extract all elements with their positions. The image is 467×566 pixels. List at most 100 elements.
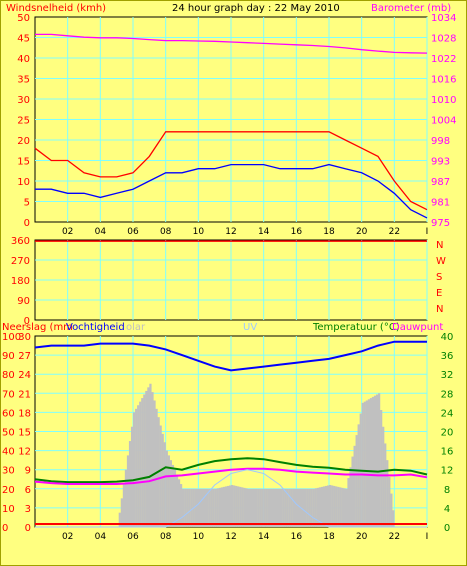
series-line (34, 131, 428, 211)
solar-bar (167, 455, 170, 527)
series-line (34, 457, 428, 484)
solar-bar (306, 488, 309, 527)
solar-bar (261, 488, 264, 527)
solar-label: olar (126, 322, 146, 333)
solar-bar (145, 390, 148, 527)
solar-bar (126, 455, 130, 527)
solar-bar (382, 426, 385, 527)
solar-bar (343, 488, 346, 527)
solar-bar (357, 424, 360, 527)
solar-bar (153, 400, 156, 527)
solar-bar (290, 488, 293, 527)
series-line (34, 467, 428, 485)
x-tick-label: 18 (323, 227, 335, 237)
solar-bar (212, 488, 215, 527)
y-tick-humidity: 0 (2, 523, 8, 534)
solar-bar (137, 405, 140, 527)
x-tick-label: 14 (258, 532, 270, 542)
panel3-lines (34, 340, 428, 528)
solar-bar (237, 486, 240, 527)
solar-bar (341, 487, 344, 527)
y-tick-left: 40 (17, 54, 30, 65)
solar-bar (202, 488, 205, 527)
y-tick-rain: 21 (18, 389, 31, 400)
y-tick-rain: 9 (25, 466, 31, 477)
solar-bar (177, 479, 181, 527)
y-tick-temp: 4 (444, 504, 450, 515)
y-tick-humidity: 60 (2, 408, 15, 419)
solar-bar (267, 488, 270, 527)
series-line (35, 163, 428, 219)
solar-bar (351, 456, 354, 527)
y-tick-rain: 24 (18, 370, 31, 381)
y-tick-direction: 180 (11, 276, 30, 287)
solar-bar (335, 486, 338, 527)
panel1-lines (34, 33, 428, 219)
solar-bar (367, 399, 371, 527)
solar-bar (182, 488, 185, 527)
y-tick-left: 0 (24, 218, 30, 229)
x-tick-label: 08 (160, 532, 172, 542)
solar-bar (369, 398, 373, 527)
y-tick-left: 15 (17, 157, 30, 168)
solar-bar (190, 488, 193, 527)
solar-bar (314, 488, 317, 527)
solar-bar (294, 488, 297, 527)
x-tick-label: 02 (62, 227, 73, 237)
solar-bar (179, 484, 183, 527)
y-tick-rain: 0 (25, 523, 31, 534)
solar-bar (233, 485, 236, 527)
solar-bar (355, 435, 358, 527)
solar-bar (257, 488, 260, 527)
solar-bar (241, 487, 244, 527)
y-tick-rain: 3 (25, 504, 31, 515)
solar-bar (337, 486, 340, 527)
solar-bar (280, 488, 283, 527)
solar-bar (208, 488, 211, 527)
solar-bar (349, 467, 352, 527)
x-tick-label: 20 (356, 227, 368, 237)
y-tick-right: 1028 (431, 34, 456, 45)
solar-bar (269, 488, 273, 527)
solar-bar (228, 485, 232, 527)
y-tick-temp: 32 (441, 370, 454, 381)
y-tick-temp: 0 (444, 523, 450, 534)
y-tick-rain: 27 (18, 351, 31, 362)
y-tick-left: 50 (17, 13, 30, 24)
x-tick-label: 10 (193, 532, 205, 542)
solar-bar (365, 400, 368, 527)
y-tick-right: 993 (431, 157, 450, 168)
x-tick-label: 10 (193, 227, 205, 237)
y-tick-humidity: 20 (2, 485, 15, 496)
x-tick-label: 02 (62, 532, 73, 542)
x-tick-label: 18 (323, 532, 335, 542)
y-tick-humidity: 30 (2, 466, 15, 477)
solar-bar (282, 488, 285, 527)
solar-bar (210, 488, 213, 527)
solar-bar (147, 387, 150, 527)
y-tick-left: 45 (17, 34, 30, 45)
x-tick-label: 22 (389, 532, 400, 542)
solar-bar (196, 488, 199, 527)
solar-bar (194, 488, 197, 527)
solar-bar (206, 488, 209, 527)
y-tick-rain: 12 (18, 447, 31, 458)
y-tick-humidity: 90 (2, 351, 15, 362)
solar-bar (184, 488, 187, 527)
solar-bar (324, 485, 328, 527)
x-tick-label: 12 (225, 227, 236, 237)
solar-bar (251, 488, 254, 527)
solar-bar (329, 484, 332, 527)
solar-bar (384, 443, 387, 527)
y-tick-direction: 0 (24, 316, 30, 327)
y-tick-humidity: 40 (2, 447, 15, 458)
solar-bar (175, 474, 179, 527)
y-tick-humidity: 10 (2, 504, 15, 515)
solar-bar (308, 488, 311, 527)
grid-panel3 (35, 336, 428, 527)
solar-bar (133, 412, 136, 527)
solar-bar (171, 464, 175, 527)
solar-bar (155, 408, 158, 527)
x-tick-label: 08 (160, 227, 172, 237)
